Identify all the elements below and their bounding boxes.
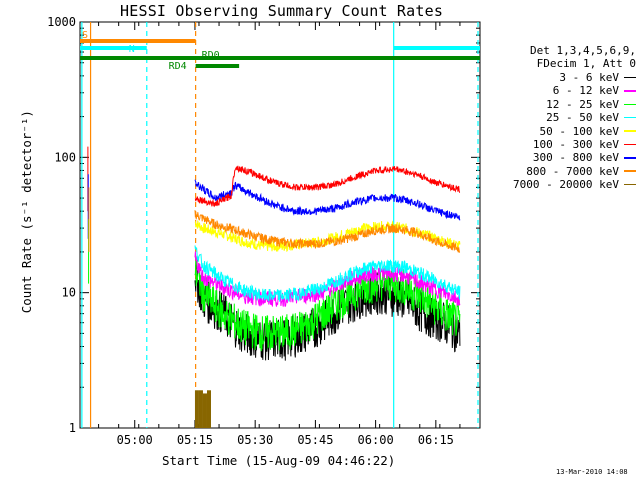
y-tick-label: 100 [54, 150, 76, 164]
y-axis-label: Count Rate (s⁻¹ detector⁻¹) [18, 110, 34, 314]
legend-header-line-2: FDecim 1, Att 0 [536, 57, 636, 71]
series-mark-7000-20000-kev [206, 390, 211, 428]
legend-entry: 7000 - 20000 keV [486, 178, 636, 191]
legend-entry-label: 100 - 300 keV [532, 137, 619, 151]
legend-entry: 800 - 7000 keV [486, 165, 636, 178]
legend-entry: 100 - 300 keV [486, 138, 636, 151]
legend-entry-label: 800 - 7000 keV [526, 164, 619, 178]
generation-timestamp: 13-Mar-2010 14:08 [556, 468, 628, 476]
legend-entry-label: 300 - 800 keV [532, 151, 619, 165]
annotation-label: S [82, 30, 88, 41]
legend-swatch [624, 90, 636, 92]
legend-swatch [624, 103, 636, 105]
x-tick-label: 05:45 [297, 433, 333, 447]
chart-title: HESSI Observing Summary Count Rates [120, 2, 444, 20]
annotation-label: RD4 [169, 61, 187, 72]
legend-entry-label: 6 - 12 keV [552, 84, 619, 98]
annotation-label: N [129, 44, 135, 55]
legend-entry: 6 - 12 keV [486, 84, 636, 97]
series-line-50-100-kev [194, 220, 461, 253]
y-tick-label: 1000 [47, 15, 76, 29]
legend-entry: 300 - 800 keV [486, 151, 636, 164]
legend: Det 1,3,4,5,6,9, FDecim 1, Att 0 3 - 6 k… [486, 44, 636, 191]
series-mark-7000-20000-kev [198, 390, 203, 428]
legend-entry-label: 25 - 50 keV [546, 111, 619, 125]
x-tick-label: 05:15 [177, 433, 213, 447]
series-mark-7000-20000-kev [194, 390, 199, 428]
series-line-800-7000-kev [194, 210, 461, 253]
y-tick-label: 10 [62, 286, 76, 300]
legend-entry: 25 - 50 keV [486, 111, 636, 124]
legend-swatch [624, 183, 636, 186]
x-tick-label: 05:00 [117, 433, 153, 447]
legend-entry: 3 - 6 keV [486, 71, 636, 84]
legend-entry: 12 - 25 keV [486, 98, 636, 111]
series-line-100-300-kev [194, 165, 461, 208]
series-line-300-800-kev [194, 179, 461, 221]
legend-entry-label: 3 - 6 keV [559, 70, 619, 84]
y-tick-label: 1 [69, 421, 76, 435]
legend-entry-label: 12 - 25 keV [546, 97, 619, 111]
legend-entry: 50 - 100 keV [486, 124, 636, 138]
annotation-label: RD0 [202, 50, 220, 61]
x-axis-label: Start Time (15-Aug-09 04:46:22) [162, 453, 396, 468]
plot-frame [79, 21, 481, 429]
x-tick-label: 06:00 [358, 433, 394, 447]
legend-entry-label: 7000 - 20000 keV [513, 178, 619, 192]
series-line-25-50-kev [194, 245, 461, 302]
legend-header-line-1: Det 1,3,4,5,6,9, [530, 44, 636, 57]
legend-swatch [624, 157, 636, 159]
x-tick-label: 05:30 [237, 433, 273, 447]
legend-swatch [624, 116, 636, 119]
x-tick-label: 06:15 [418, 433, 454, 447]
legend-swatch [624, 143, 636, 146]
series-line-12-25-kev [194, 255, 461, 352]
legend-entry-label: 50 - 100 keV [539, 124, 619, 138]
legend-swatch [624, 170, 636, 172]
series-mark-7000-20000-kev [202, 393, 207, 428]
legend-swatch [624, 130, 636, 132]
legend-swatch [624, 76, 636, 79]
